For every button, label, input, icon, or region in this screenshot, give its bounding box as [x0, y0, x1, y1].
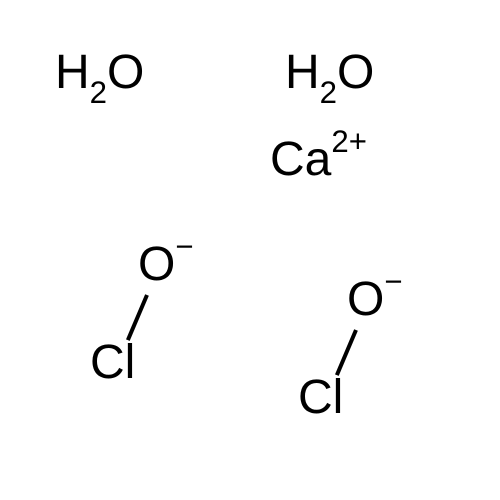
ca-charge: 2+ — [331, 124, 367, 159]
hypochlorite-2-chlorine: Cl — [298, 370, 343, 425]
h-atom-label: H — [285, 46, 320, 99]
water-molecule-2: H2O — [285, 45, 374, 107]
subscript-2: 2 — [90, 75, 107, 110]
hypochlorite-1-chlorine: Cl — [90, 335, 135, 390]
cl-atom-label: Cl — [298, 371, 343, 424]
o-negative-charge: − — [384, 264, 402, 299]
o-atom-label: O — [138, 238, 175, 291]
o-atom-label: O — [107, 46, 144, 99]
o-negative-charge: − — [175, 229, 193, 264]
calcium-cation: Ca2+ — [270, 130, 367, 187]
chemical-structure-diagram: H2O H2O Ca2+ O− Cl O− Cl — [0, 0, 500, 500]
o-atom-label: O — [337, 46, 374, 99]
subscript-2: 2 — [320, 75, 337, 110]
cl-atom-label: Cl — [90, 336, 135, 389]
h-atom-label: H — [55, 46, 90, 99]
o-atom-label: O — [347, 273, 384, 326]
hypochlorite-1-oxygen: O− — [138, 235, 194, 292]
hypochlorite-2-oxygen: O− — [347, 270, 403, 327]
ca-symbol: Ca — [270, 133, 331, 186]
hypochlorite-1-bond — [126, 294, 149, 341]
water-molecule-1: H2O — [55, 45, 144, 107]
hypochlorite-2-bond — [335, 329, 358, 376]
